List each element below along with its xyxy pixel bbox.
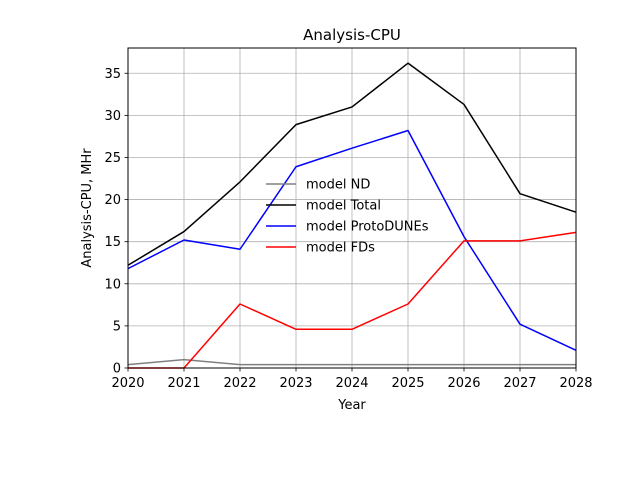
y-tick-label: 30 — [104, 109, 121, 124]
y-tick-label: 0 — [113, 362, 121, 377]
y-axis-ticks: 0 5 10 15 20 25 30 35 — [104, 67, 128, 377]
y-tick-label: 35 — [104, 67, 121, 82]
y-tick-label: 10 — [104, 277, 121, 292]
x-tick-label: 2024 — [335, 376, 368, 391]
y-tick-label: 25 — [104, 151, 121, 166]
x-tick-label: 2025 — [391, 376, 424, 391]
y-tick-label: 5 — [113, 319, 121, 334]
y-tick-label: 20 — [104, 193, 121, 208]
x-tick-label: 2020 — [111, 376, 144, 391]
legend-label: model ND — [306, 178, 370, 193]
grid — [127, 48, 577, 369]
x-tick-label: 2022 — [223, 376, 256, 391]
x-tick-label: 2023 — [279, 376, 312, 391]
x-tick-label: 2026 — [447, 376, 480, 391]
legend: model ND model Total model ProtoDUNEs model… — [266, 178, 429, 256]
series-line — [127, 62, 577, 266]
x-tick-label: 2027 — [503, 376, 536, 391]
chart-title: Analysis-CPU — [303, 26, 401, 44]
x-tick-label: 2028 — [559, 376, 592, 391]
series-line — [127, 129, 577, 351]
x-axis-label: Year — [337, 398, 366, 413]
legend-label: model ProtoDUNEs — [306, 220, 429, 235]
series-lines — [127, 62, 577, 369]
x-tick-label: 2021 — [167, 376, 200, 391]
y-tick-label: 15 — [104, 235, 121, 250]
y-axis-label: Analysis-CPU, MHr — [80, 148, 95, 268]
series-line — [127, 358, 576, 366]
x-axis-ticks: 2020 2021 2022 2023 2024 2025 2026 2027 2028 — [111, 368, 593, 391]
legend-label: model Total — [306, 199, 381, 214]
legend-label: model FDs — [306, 241, 375, 256]
series-line — [128, 231, 577, 369]
